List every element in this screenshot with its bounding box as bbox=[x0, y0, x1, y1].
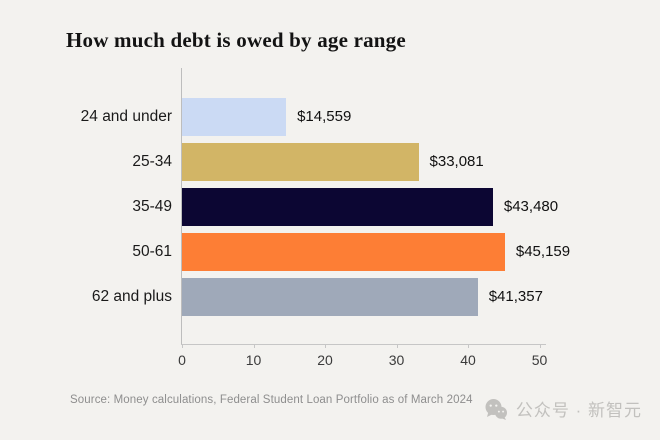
bar-row: 24 and under $14,559 bbox=[0, 98, 660, 136]
y-axis-line bbox=[181, 68, 182, 344]
category-label: 35-49 bbox=[132, 198, 172, 215]
chart-title: How much debt is owed by age range bbox=[66, 28, 406, 52]
value-label: $43,480 bbox=[503, 198, 559, 215]
x-axis-tick-label: 30 bbox=[388, 352, 405, 368]
bar-35-49 bbox=[182, 188, 493, 226]
watermark-text: 公众号 · 新智元 bbox=[515, 401, 642, 420]
value-label: $41,357 bbox=[488, 288, 543, 305]
bar-row: 50-61 $45,159 bbox=[0, 233, 660, 271]
bar-row: 25-34 $33,081 bbox=[0, 143, 660, 181]
wechat-icon bbox=[484, 398, 508, 420]
value-label: $45,159 bbox=[515, 243, 571, 260]
bar-62-and-plus bbox=[182, 278, 478, 316]
x-axis-tickmark bbox=[539, 344, 541, 348]
x-axis-tick-label: 20 bbox=[317, 352, 333, 368]
category-label: 25-34 bbox=[132, 153, 172, 170]
category-label: 62 and plus bbox=[91, 288, 172, 305]
x-axis-tickmark bbox=[253, 344, 255, 348]
x-axis-tickmark bbox=[396, 344, 398, 348]
bar-row: 62 and plus $41,357 bbox=[0, 278, 660, 316]
x-axis-tick-label: 40 bbox=[460, 352, 476, 368]
value-label: $33,081 bbox=[429, 153, 484, 170]
category-label: 24 and under bbox=[80, 108, 172, 125]
x-axis-line bbox=[181, 344, 546, 345]
x-axis-tick-label: 10 bbox=[245, 352, 262, 368]
value-label: $14,559 bbox=[297, 108, 352, 125]
bar-24-and-under bbox=[182, 98, 287, 136]
bar-50-61 bbox=[182, 233, 505, 271]
category-label: 50-61 bbox=[132, 243, 172, 260]
source-note: Source: Money calculations, Federal Stud… bbox=[70, 394, 473, 406]
bar-25-34 bbox=[182, 143, 419, 181]
x-axis-tickmark bbox=[182, 344, 183, 348]
x-axis-tick-label: 0 bbox=[178, 352, 186, 368]
x-axis-tickmark bbox=[468, 344, 469, 348]
x-axis-tickmark bbox=[325, 344, 326, 348]
watermark: 公众号 · 新智元 bbox=[484, 396, 642, 421]
x-axis-tick-label: 50 bbox=[531, 352, 548, 368]
bar-row: 35-49 $43,480 bbox=[0, 188, 660, 226]
